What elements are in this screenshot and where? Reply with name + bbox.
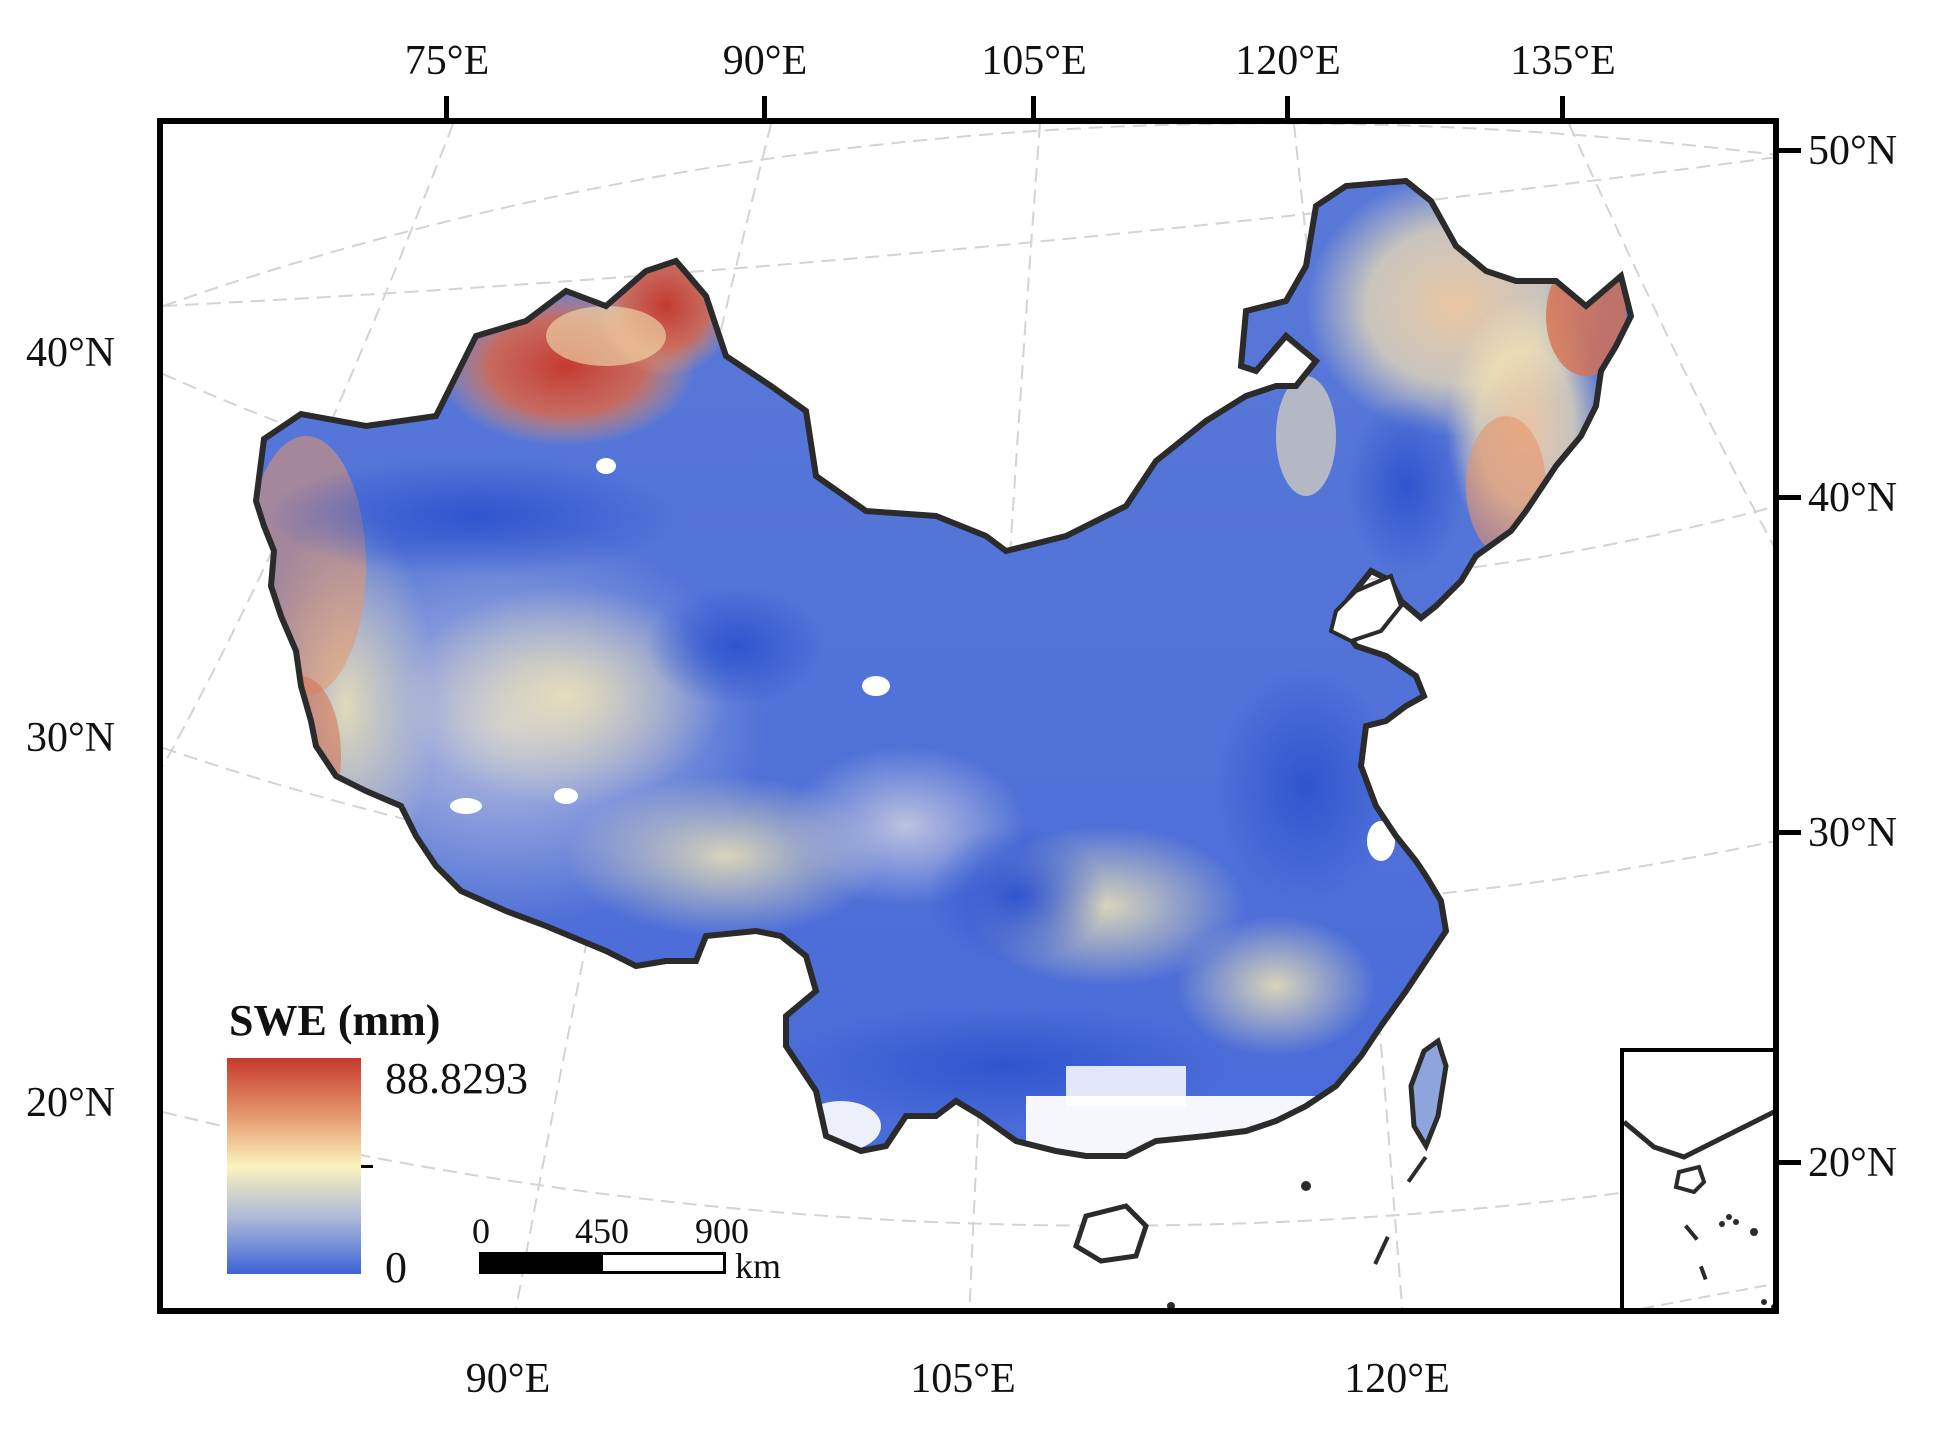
scale-bar-label-450: 450 [575, 1211, 629, 1251]
small-islands [1167, 1156, 1428, 1308]
tick-top-75e [444, 96, 449, 118]
legend-title: SWE (mm) [229, 996, 441, 1045]
scale-bar-unit: km [735, 1246, 782, 1286]
bottom-lon-label-90e: 90°E [465, 1356, 551, 1402]
inset-canvas [1624, 1109, 1773, 1308]
bottom-lon-label-120e: 120°E [1344, 1356, 1450, 1402]
right-lat-label-50n: 50°N [1808, 128, 1898, 174]
inset-islands [1684, 1214, 1773, 1308]
left-lat-label-30n: 30°N [26, 715, 116, 761]
tick-right-30n [1779, 830, 1801, 835]
hainan-island [1072, 1203, 1149, 1264]
taiwan-island [1408, 1036, 1449, 1152]
right-lat-label-30n: 30°N [1808, 810, 1898, 856]
scale-bar-fill [482, 1255, 603, 1271]
scale-bar-label-0: 0 [472, 1211, 490, 1251]
scale-bar-label-900: 900 [695, 1211, 749, 1251]
scale-bar [479, 1252, 726, 1274]
bohai-sea [1328, 573, 1404, 644]
top-lon-label-135e: 135°E [1510, 38, 1616, 84]
map-canvas [163, 124, 1773, 1308]
top-lon-label-120e: 120°E [1235, 38, 1341, 84]
bottom-lon-label-105e: 105°E [910, 1356, 1016, 1402]
inset-hainan [1673, 1164, 1707, 1195]
graticule-lon-105e [968, 124, 1041, 1308]
legend-min-label: 0 [385, 1243, 407, 1292]
legend-color-bar [227, 1058, 361, 1274]
top-lon-label-90e: 90°E [722, 38, 808, 84]
top-lon-label-75e: 75°E [404, 38, 490, 84]
graticule-lon-120e [1293, 124, 1404, 1308]
tick-top-135e [1560, 96, 1565, 118]
inset-coastline [1624, 1109, 1773, 1160]
tick-right-40n [1779, 495, 1801, 500]
legend-mid-tick [361, 1165, 373, 1168]
tick-top-120e [1285, 96, 1290, 118]
top-lon-label-105e: 105°E [981, 38, 1087, 84]
tick-right-50n [1779, 148, 1801, 153]
swe-raster [256, 181, 1631, 1156]
legend-max-label: 88.8293 [385, 1054, 528, 1103]
graticule-lon-135e [1568, 124, 1773, 547]
left-lat-label-40n: 40°N [26, 330, 116, 376]
tick-top-105e [1031, 96, 1036, 118]
left-lat-label-20n: 20°N [26, 1080, 116, 1126]
tick-right-20n [1779, 1160, 1801, 1165]
tick-top-90e [762, 96, 767, 118]
map-frame [157, 118, 1779, 1314]
right-lat-label-40n: 40°N [1808, 475, 1898, 521]
graticule-lat-50n [163, 124, 1773, 307]
graticule-lat-mid-a [163, 156, 1773, 307]
south-china-sea-inset [1620, 1048, 1773, 1308]
graticule-lat-20n [163, 1111, 1773, 1227]
right-lat-label-20n: 20°N [1808, 1140, 1898, 1186]
